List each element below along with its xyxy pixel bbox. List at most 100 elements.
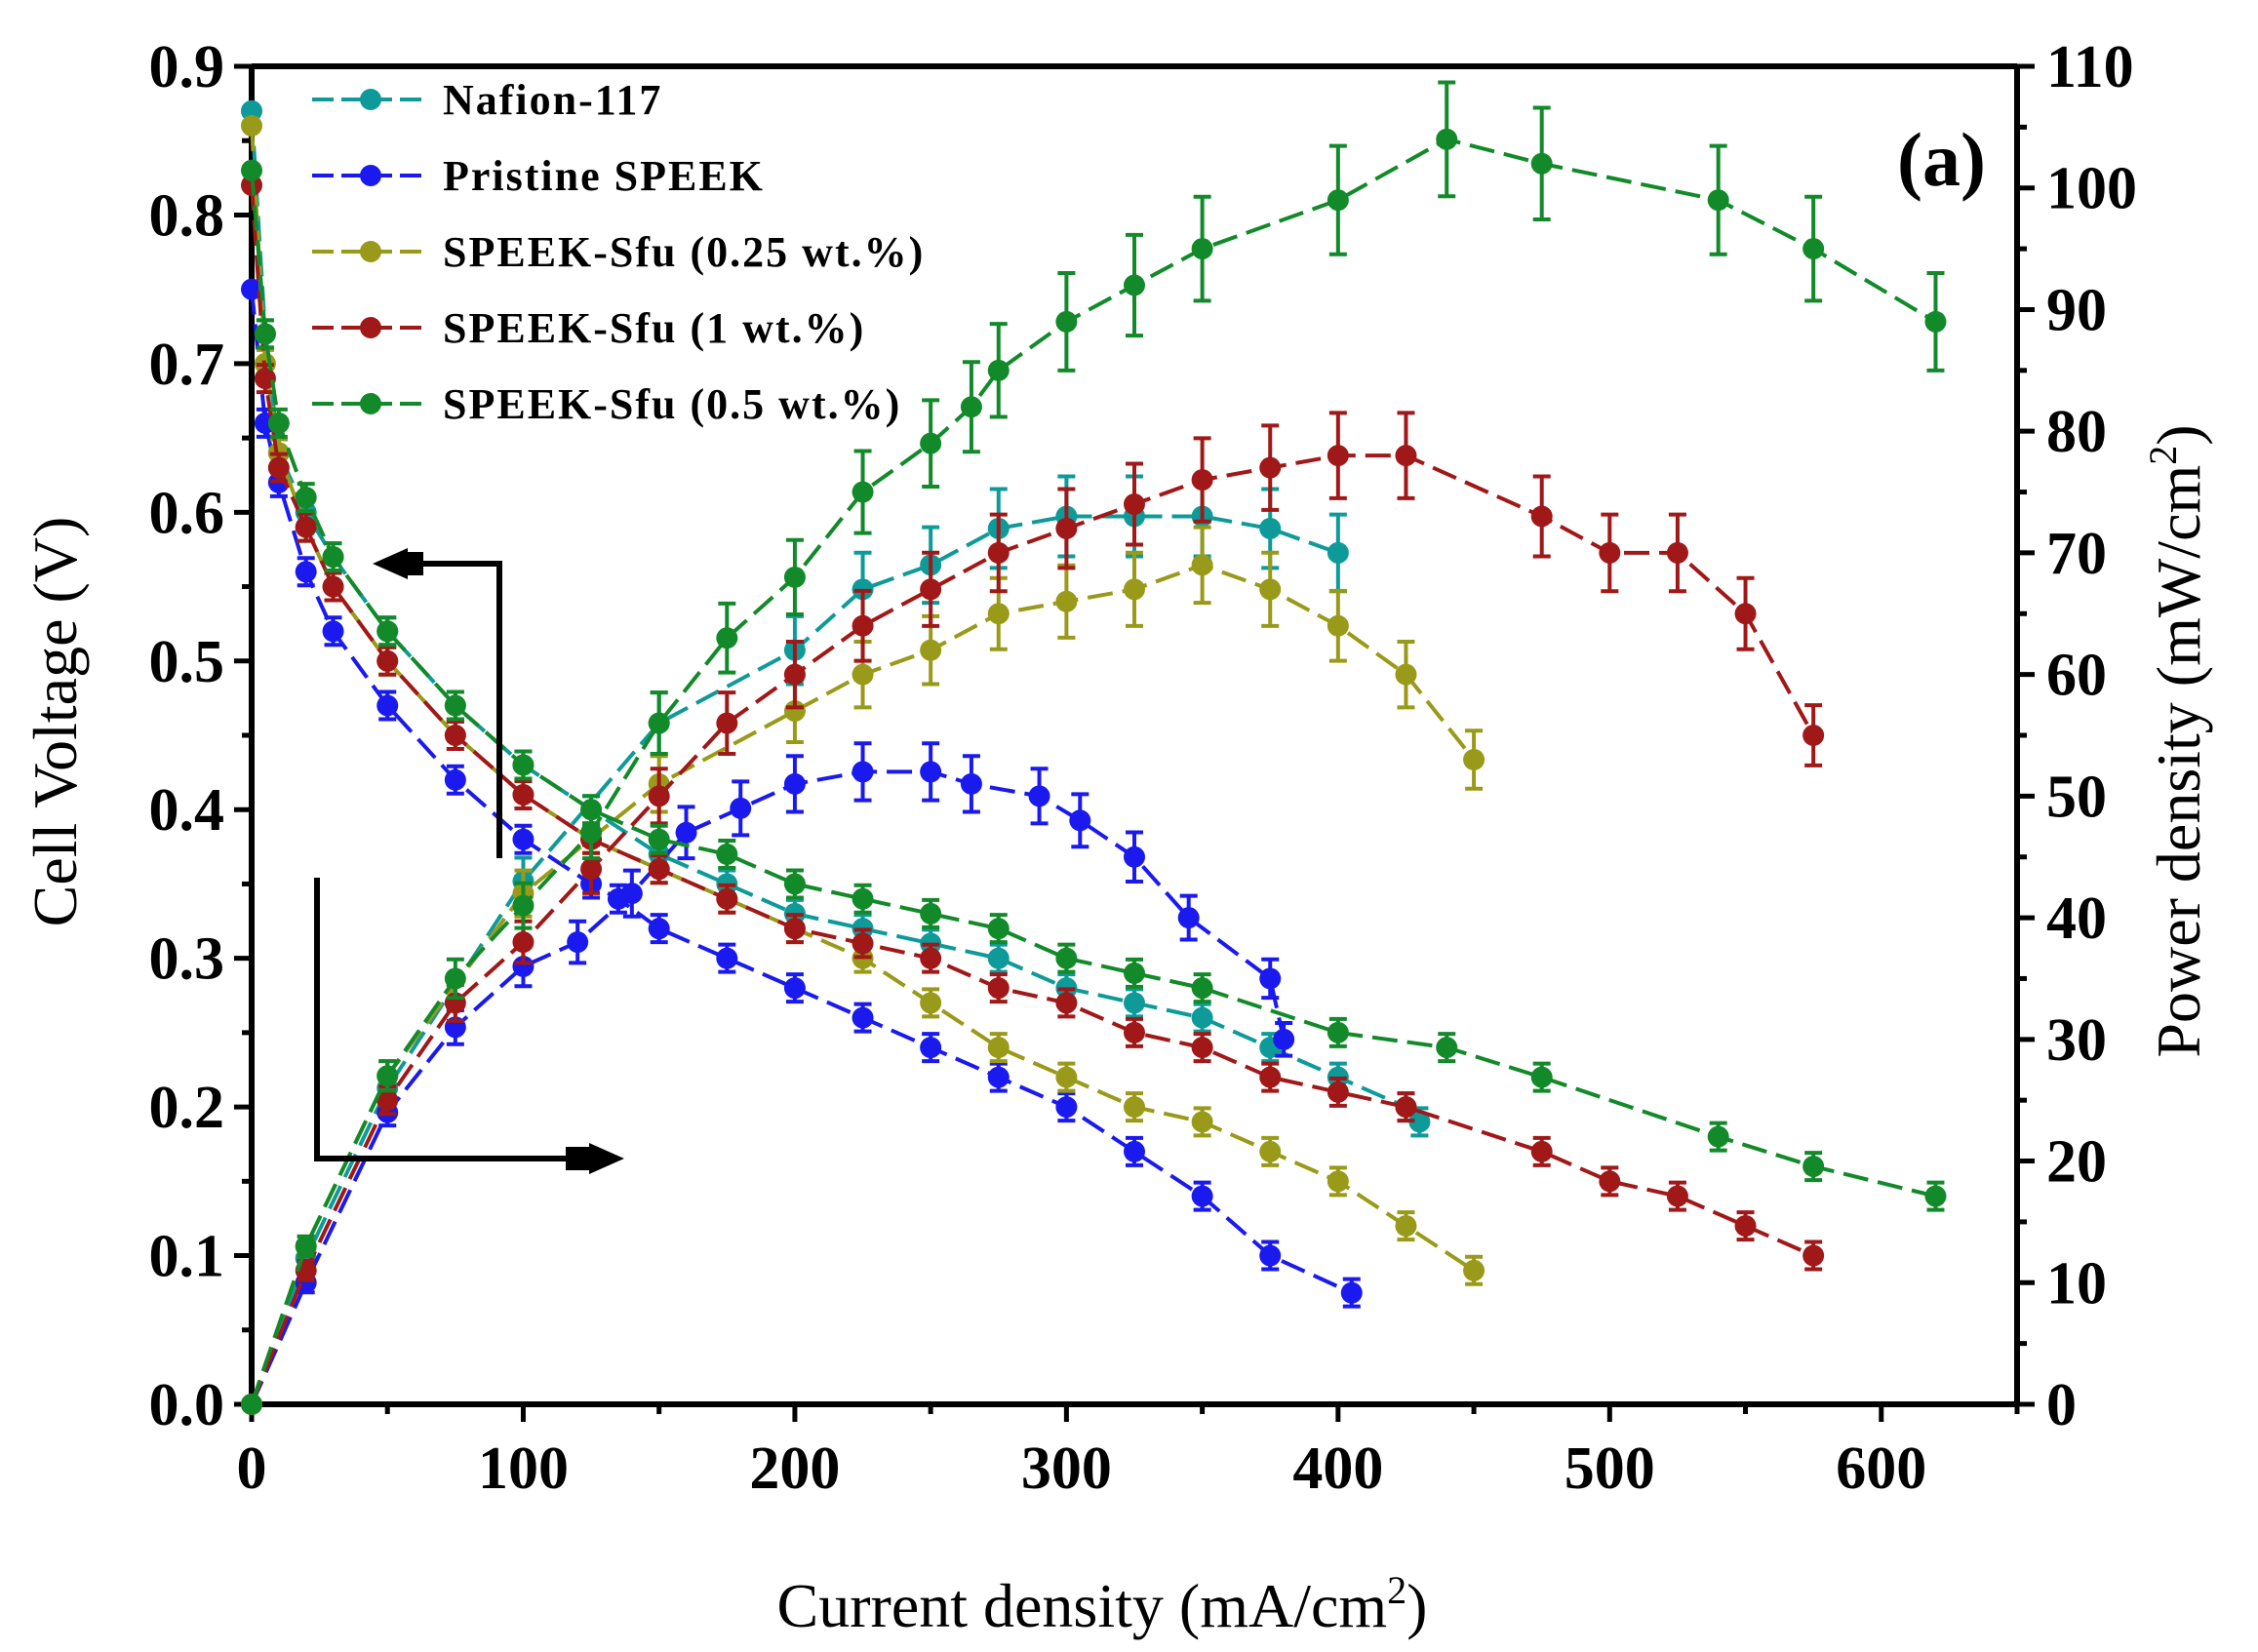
voltage-data-point [648, 828, 670, 850]
power-data-point [1599, 541, 1621, 564]
power-data-point [1191, 469, 1213, 492]
voltage-data-point [783, 873, 806, 895]
legend-marker [360, 241, 381, 262]
power-data-point [852, 481, 874, 503]
voltage-data-point [241, 99, 262, 122]
voltage-data-point [254, 368, 276, 390]
speek-sfu-0-5-wt--voltage-line [250, 170, 1936, 1199]
nafion-117-power-line [250, 514, 1339, 1405]
voltage-data-point [1191, 1037, 1213, 1059]
speek-sfu-1-wt--voltage-line [250, 184, 1814, 1258]
voltage-data-point [648, 858, 670, 881]
power-data-point [987, 359, 1010, 381]
voltage-data-point [1055, 947, 1078, 969]
voltage-data-point [1259, 1066, 1282, 1088]
voltage-data-point [1259, 1140, 1282, 1162]
voltage-data-point [444, 725, 466, 746]
y-left-tick-label: 0.2 [149, 1075, 225, 1141]
voltage-data-point [1124, 1021, 1145, 1043]
voltage-data-point [1124, 992, 1145, 1014]
x-tick-label: 500 [1565, 1436, 1655, 1502]
legend-marker [360, 89, 381, 110]
voltage-data-point [783, 977, 806, 1000]
power-data-point [376, 1065, 399, 1087]
power-data-point [1707, 189, 1729, 212]
voltage-data-point [920, 1037, 942, 1059]
voltage-data-point [920, 902, 942, 924]
power-data-point [987, 541, 1010, 564]
voltage-data-point [852, 887, 874, 910]
power-data-point [1055, 310, 1078, 333]
nafion-117-voltage-line [250, 110, 1421, 1123]
y-left-tick-label: 0.7 [149, 332, 225, 398]
series-3 [241, 174, 1825, 1415]
power-data-point [1530, 152, 1553, 175]
power-data-point [920, 639, 942, 661]
voltage-data-point [444, 694, 466, 717]
voltage-data-point [1463, 1259, 1486, 1281]
power-data-point [852, 663, 874, 686]
power-data-point [1924, 310, 1947, 333]
voltage-data-point [1436, 1037, 1458, 1059]
y-right-tick-label: 10 [2046, 1250, 2107, 1317]
power-data-point [1124, 846, 1145, 868]
x-tick-label: 600 [1836, 1436, 1926, 1502]
legend-marker [360, 393, 381, 414]
power-data-point [512, 931, 535, 954]
voltage-data-point [1055, 1066, 1078, 1088]
voltage-data-point [1191, 1185, 1213, 1207]
power-data-point [567, 931, 589, 954]
voltage-data-point [1408, 1111, 1431, 1133]
voltage-data-point [1707, 1125, 1729, 1148]
axis-ticks: 0 100 200 300 400 500 6000.00.10.20.30.40.50.6… [149, 34, 2138, 1502]
y-right-tick-label: 0 [2046, 1372, 2077, 1438]
power-data-point [648, 785, 670, 807]
voltage-data-point [512, 754, 535, 776]
y-left-tick-label: 0.5 [149, 629, 225, 695]
voltage-data-point [920, 992, 942, 1014]
power-data-point [580, 858, 603, 881]
voltage-data-point [1802, 1156, 1825, 1178]
power-axis-arrow-marker [566, 1147, 589, 1170]
voltage-data-point [1191, 977, 1213, 1000]
power-data-point [1259, 517, 1282, 539]
power-data-point [783, 772, 806, 795]
voltage-data-point [376, 620, 399, 643]
voltage-data-point [1530, 1140, 1553, 1162]
y-left-tick-label: 0.4 [149, 777, 225, 844]
power-data-point [852, 761, 874, 783]
voltage-data-point [444, 768, 466, 791]
x-axis-title: Current density (mA/cm2) [777, 1568, 1428, 1640]
y-left-tick-label: 0.1 [149, 1224, 225, 1290]
x-tick-label: 0 [237, 1436, 267, 1502]
power-data-point [1734, 603, 1757, 625]
legend-label: Nafion-117 [443, 76, 662, 124]
power-data-point [295, 1235, 317, 1257]
power-data-point [783, 663, 806, 686]
legend-label: Pristine SPEEK [443, 152, 765, 200]
power-data-point [1436, 128, 1458, 150]
y-left-tick-label: 0.8 [149, 182, 225, 249]
voltage-data-point [1055, 992, 1078, 1014]
y-right-tick-label: 70 [2046, 521, 2107, 587]
voltage-data-point [295, 516, 317, 538]
power-data-point [1028, 785, 1050, 807]
voltage-data-point [648, 918, 670, 940]
voltage-data-point [987, 1066, 1010, 1088]
power-data-point [1395, 445, 1417, 467]
voltage-data-point [241, 159, 262, 181]
power-data-point [1327, 614, 1349, 637]
voltage-data-point [1734, 1215, 1757, 1238]
power-data-point [1259, 967, 1282, 990]
power-data-point [1191, 554, 1213, 576]
power-data-point [1055, 590, 1078, 612]
voltage-data-point [295, 487, 317, 509]
y-right-tick-label: 40 [2046, 885, 2107, 952]
power-data-point [620, 883, 643, 905]
y-right-tick-label: 30 [2046, 1007, 2107, 1074]
voltage-data-point [716, 947, 738, 969]
voltage-data-point [1802, 1244, 1825, 1267]
voltage-axis-guide-line [390, 561, 502, 858]
voltage-data-point [852, 932, 874, 955]
speek-sfu-1-wt--power-line [250, 453, 1815, 1405]
